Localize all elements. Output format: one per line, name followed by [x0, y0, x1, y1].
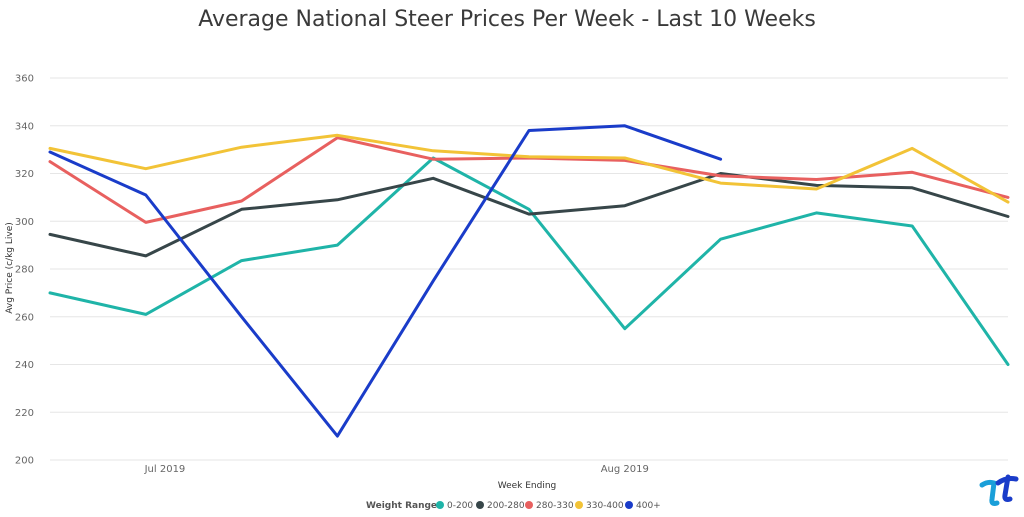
y-tick-label: 360 — [15, 74, 34, 85]
legend-title: Weight Range — [366, 501, 437, 511]
y-tick-label: 280 — [15, 265, 34, 276]
y-tick-label: 220 — [15, 408, 34, 419]
y-axis-ticks: 200 220 240 260 280 300 320 340 360 — [15, 74, 34, 467]
x-axis-ticks: Jul 2019 Aug 2019 — [144, 464, 649, 475]
logo-mark-right — [995, 474, 1019, 502]
series-line-0-200 — [48, 156, 1010, 366]
x-axis-title: Week Ending — [498, 481, 557, 491]
y-axis-title: Avg Price (c/kg Live) — [5, 222, 15, 314]
legend-label: 280-330 — [536, 501, 574, 511]
y-tick-label: 200 — [15, 456, 34, 467]
x-tick-label: Aug 2019 — [601, 464, 649, 475]
x-tick-label: Jul 2019 — [144, 464, 186, 475]
series-lines — [48, 124, 1010, 438]
legend: Weight Range 0-200 200-280 280-330 330-400 4… — [366, 501, 661, 511]
series-line-330-400 — [48, 133, 1010, 204]
legend-label: 200-280 — [487, 501, 525, 511]
legend-marker-400+ — [625, 501, 633, 509]
y-tick-label: 300 — [15, 217, 34, 228]
series-line-400+ — [48, 124, 723, 438]
series-line-200-280 — [48, 172, 1010, 258]
legend-label: 400+ — [636, 501, 661, 511]
y-tick-label: 260 — [15, 312, 34, 323]
y-tick-label: 240 — [15, 360, 34, 371]
legend-marker-200-280 — [476, 501, 484, 509]
chart-title: Average National Steer Prices Per Week -… — [198, 7, 816, 32]
grid — [50, 77, 1008, 461]
legend-marker-330-400 — [575, 501, 583, 509]
legend-marker-0-200 — [436, 501, 444, 509]
logo-mark-left — [979, 479, 1000, 506]
brand-logo — [979, 474, 1019, 506]
legend-label: 330-400 — [586, 501, 624, 511]
legend-marker-280-330 — [525, 501, 533, 509]
y-tick-label: 320 — [15, 169, 34, 180]
legend-label: 0-200 — [447, 501, 473, 511]
y-tick-label: 340 — [15, 121, 34, 132]
